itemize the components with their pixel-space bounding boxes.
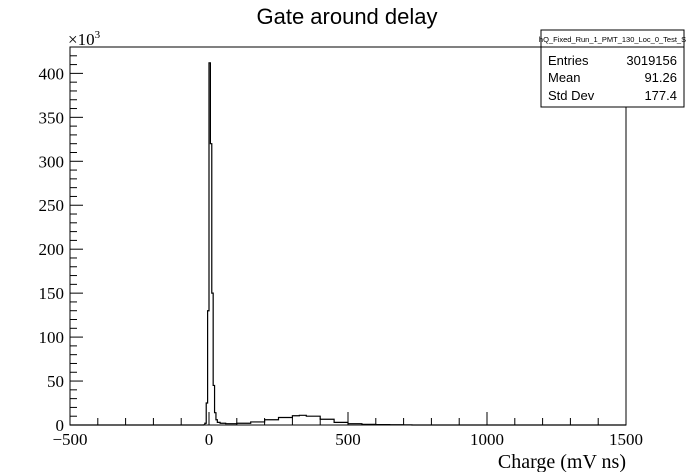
stats-box: hQ_Fixed_Run_1_PMT_130_Loc_0_Test_S Entr… <box>539 29 686 108</box>
stats-stddev-value: 177.4 <box>644 88 677 103</box>
x-tick-label: 1500 <box>609 430 643 449</box>
stats-stddev-label: Std Dev <box>548 88 595 103</box>
y-tick-label: 200 <box>39 240 65 259</box>
y-axis: 0 50 100 150 200 250 300 350 400 <box>39 46 83 435</box>
y-multiplier-exponent: 3 <box>95 29 101 41</box>
y-tick-label: 400 <box>39 64 65 83</box>
y-tick-label: 100 <box>39 328 65 347</box>
chart-title: Gate around delay <box>256 4 437 29</box>
x-tick-label: 1000 <box>470 430 504 449</box>
y-tick-label: 350 <box>39 108 65 127</box>
stats-entries-value: 3019156 <box>626 53 677 68</box>
y-tick-label: 250 <box>39 196 65 215</box>
y-axis-multiplier: ×103 <box>68 29 101 49</box>
stats-mean-label: Mean <box>548 70 581 85</box>
histogram-series <box>70 62 626 426</box>
x-axis: −500 0 500 1000 1500 <box>52 412 643 449</box>
stats-box-frame <box>540 29 685 108</box>
y-tick-label: 150 <box>39 284 65 303</box>
x-tick-label: 0 <box>205 430 214 449</box>
y-tick-label: 50 <box>47 372 64 391</box>
x-axis-title: Charge (mV ns) <box>498 451 626 472</box>
x-tick-label: −500 <box>52 430 87 449</box>
y-multiplier-base: ×10 <box>68 30 95 49</box>
stats-box-name: hQ_Fixed_Run_1_PMT_130_Loc_0_Test_S <box>539 35 686 44</box>
y-tick-label: 0 <box>56 416 65 435</box>
stats-entries-label: Entries <box>548 53 589 68</box>
x-tick-label: 500 <box>335 430 361 449</box>
stats-mean-value: 91.26 <box>644 70 677 85</box>
y-tick-label: 300 <box>39 152 65 171</box>
histogram-bins <box>203 63 412 425</box>
